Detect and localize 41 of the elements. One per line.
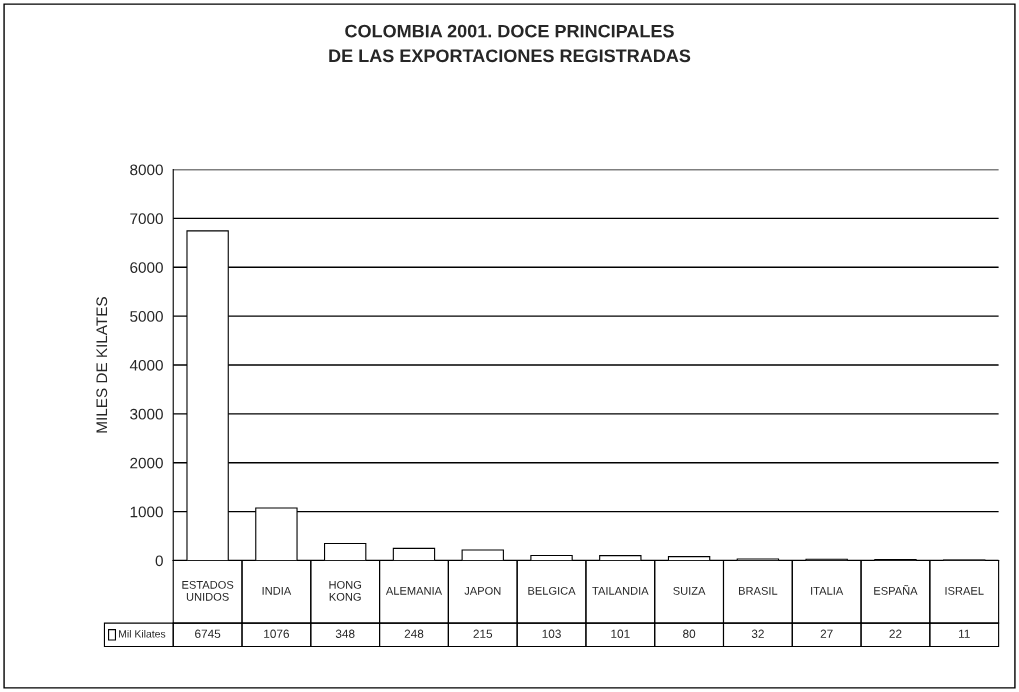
y-tick-label: 7000 [130,213,163,225]
chart-title: COLOMBIA 2001. DOCE PRINCIPALES DE LAS EXPORTACIONES REGISTRADAS [329,24,691,63]
data-label: 6745 [195,629,221,638]
y-tick-label: 3000 [130,408,163,420]
x-tick-label: BRASIL [739,586,778,595]
data-label: 103 [542,629,561,638]
x-tick-label: ALEMANIA [385,587,443,595]
data-label: 348 [335,629,355,638]
y-axis-title: MILES DE KILATES [96,297,108,433]
bar [461,549,504,561]
y-tick-label: 4000 [129,359,163,371]
data-label: 101 [611,629,630,638]
x-tick-label: ISRAEL [945,586,984,595]
x-tick-label: BELGICA [528,586,576,595]
data-label: 32 [751,629,764,638]
x-tick-label: ESPAÑA [874,584,918,595]
y-tick-label: 1000 [130,506,163,518]
legend-label: Mil Kilates [119,629,166,638]
x-tick-label: ESTADOS UNIDOS [182,580,234,601]
y-tick-label: 6000 [130,262,163,273]
x-tick-label: SUIZA [673,586,706,595]
bar [323,542,367,561]
data-label: 27 [820,629,833,638]
data-label: 1076 [264,629,290,638]
data-label: 11 [959,629,970,638]
bar [599,555,642,561]
x-tick-label: INDIA [262,587,292,595]
bar [392,547,436,561]
y-tick-label: 8000 [130,164,163,176]
data-label: 248 [404,629,424,638]
bar [530,554,573,561]
x-tick-label: HONG KONG [329,580,362,601]
y-tick-label: 0 [155,555,163,567]
x-tick-label: TAILANDIA [592,587,649,595]
data-label: 80 [683,629,696,638]
y-tick-label: 2000 [130,457,163,469]
y-tick-label: 5000 [130,311,163,322]
data-label: 215 [473,629,493,638]
x-tick-label: JAPON [464,586,501,595]
data-label: 22 [889,629,902,638]
x-tick-label: ITALIA [811,587,844,595]
